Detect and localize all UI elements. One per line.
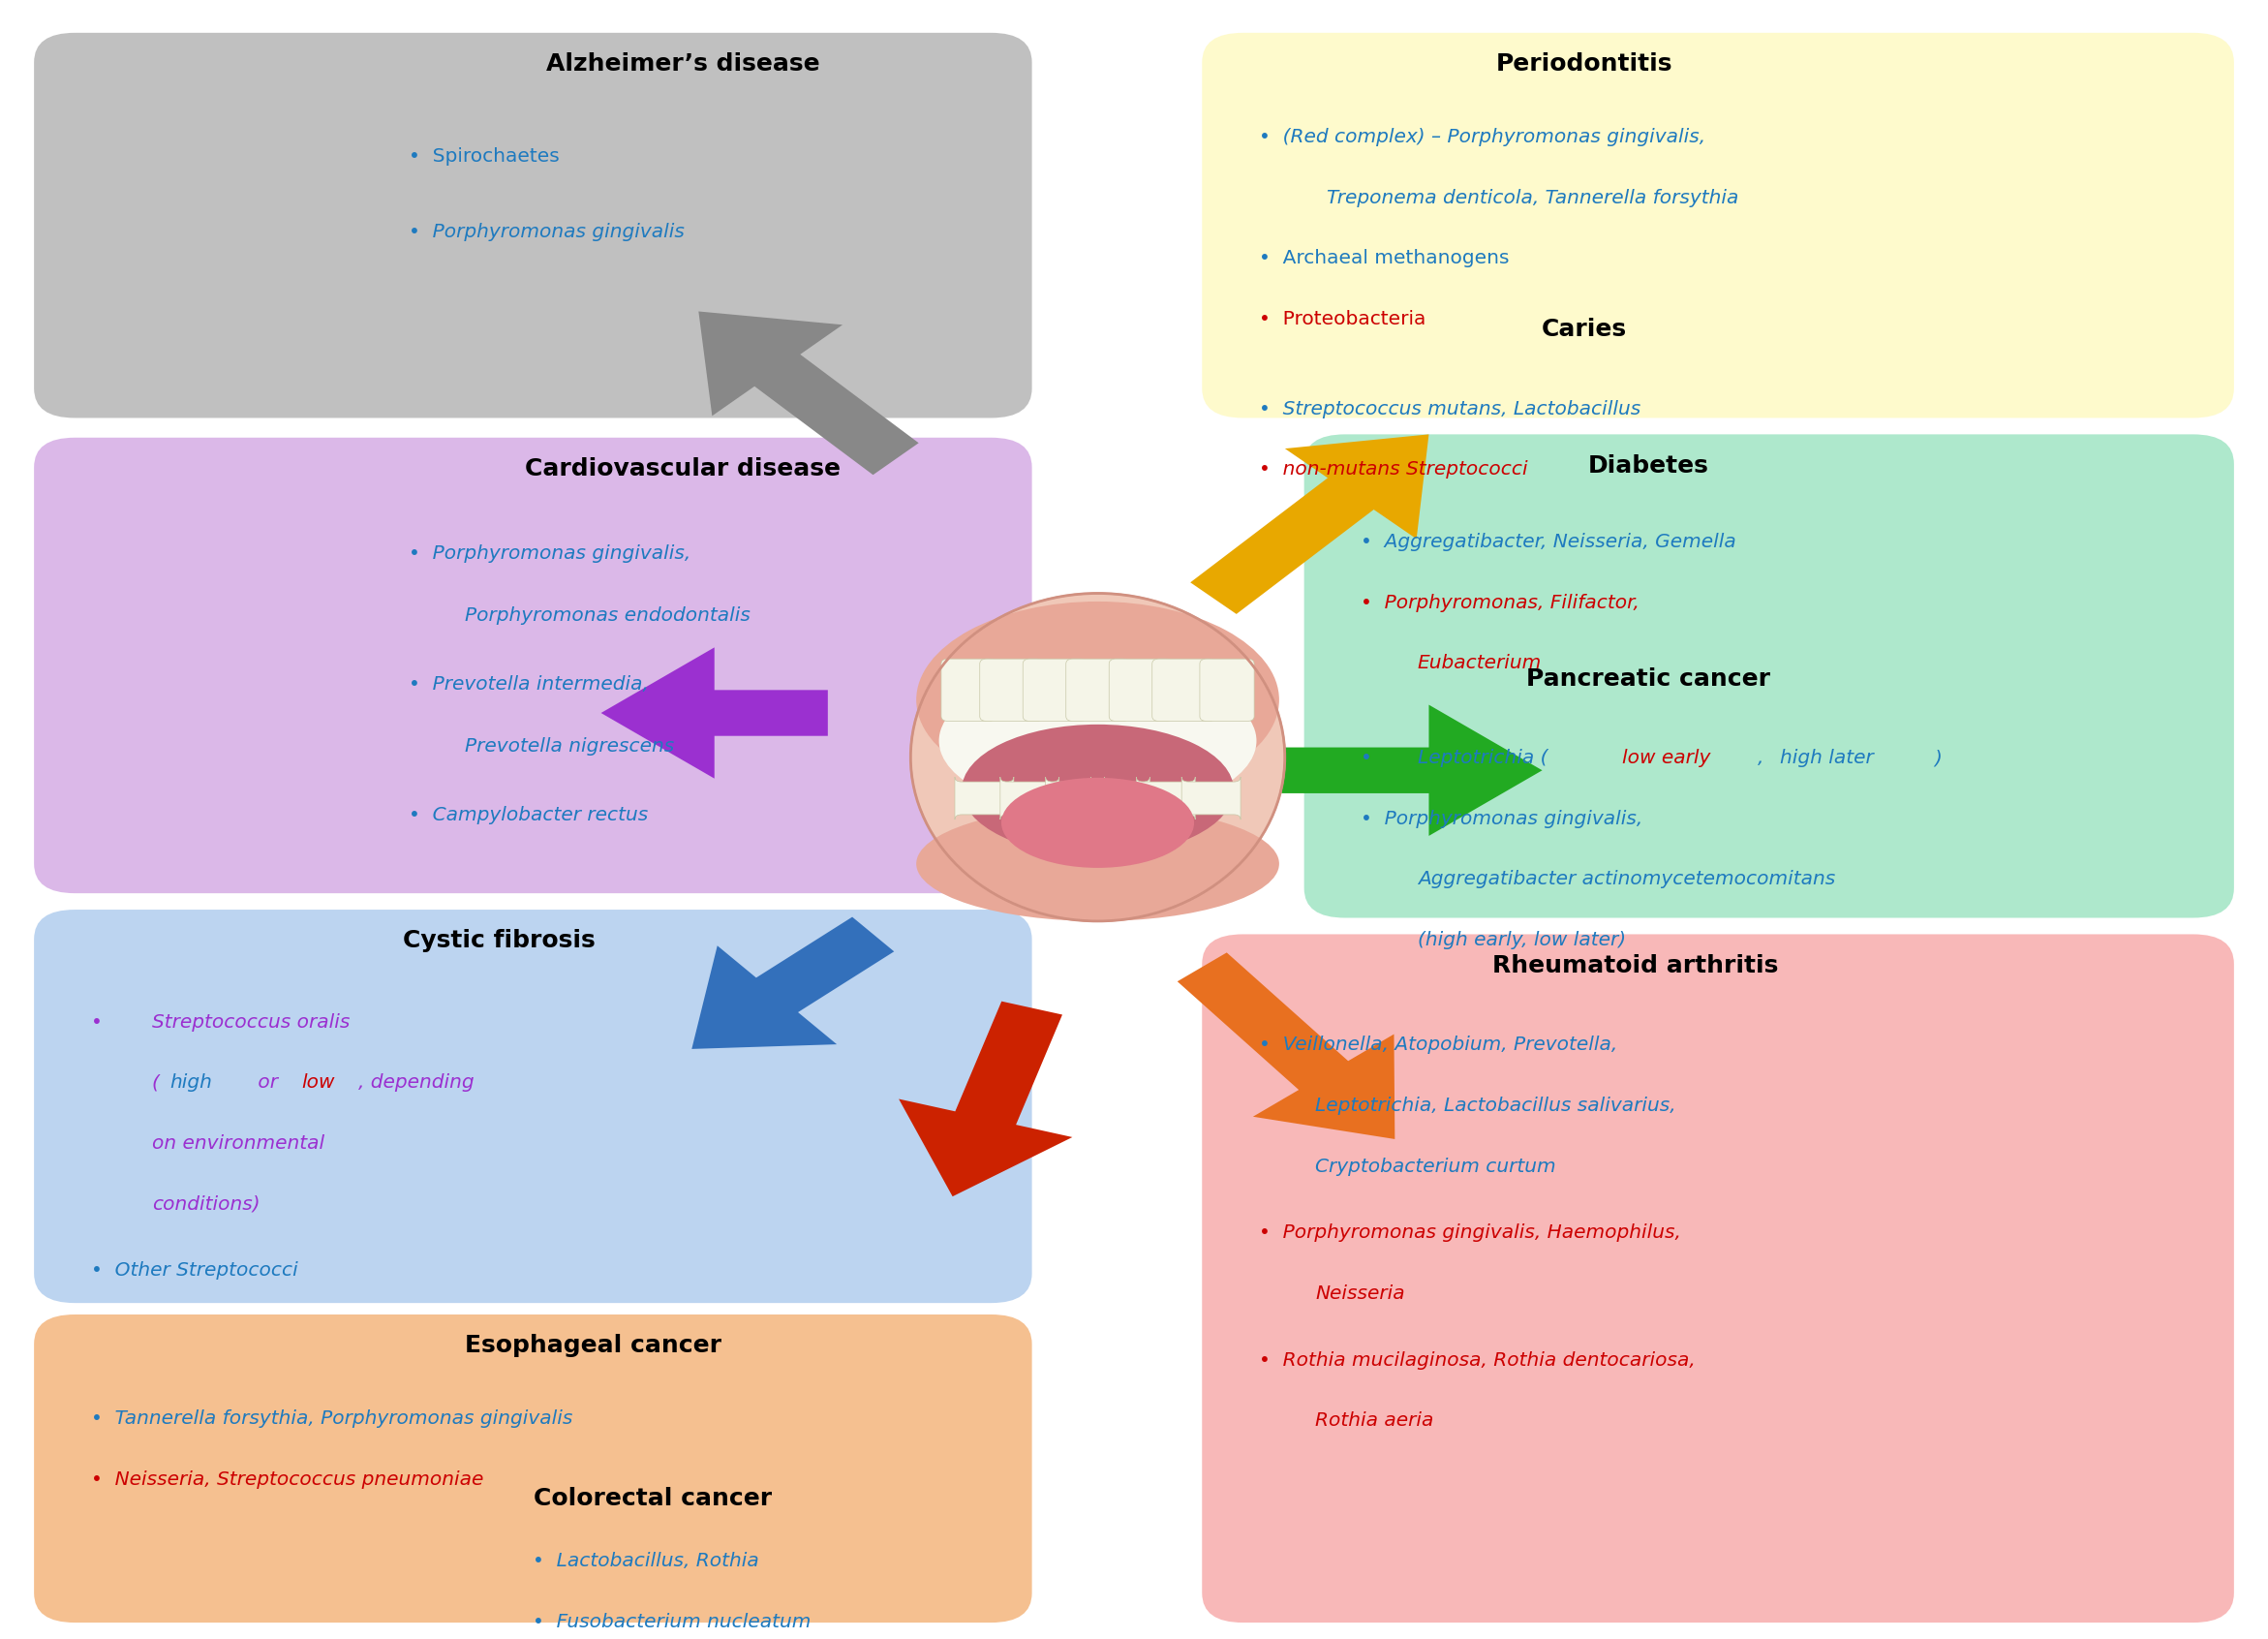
Text: •  Neisseria, Streptococcus pneumoniae: • Neisseria, Streptococcus pneumoniae	[91, 1470, 483, 1488]
FancyBboxPatch shape	[1000, 777, 1059, 820]
Text: Aggregatibacter actinomycetemocomitans: Aggregatibacter actinomycetemocomitans	[1418, 870, 1835, 888]
Text: Neisseria: Neisseria	[1315, 1285, 1406, 1303]
Text: ): )	[1935, 749, 1941, 767]
Text: •  Prevotella intermedia,: • Prevotella intermedia,	[408, 675, 649, 693]
Text: Porphyromonas endodontalis: Porphyromonas endodontalis	[465, 606, 751, 624]
Text: Diabetes: Diabetes	[1588, 454, 1708, 477]
Text: Cystic fibrosis: Cystic fibrosis	[404, 929, 596, 952]
Text: •  non-mutans Streptococci: • non-mutans Streptococci	[1259, 461, 1529, 479]
Text: Streptococcus oralis: Streptococcus oralis	[152, 1013, 349, 1031]
FancyBboxPatch shape	[34, 910, 1032, 1303]
Polygon shape	[692, 916, 894, 1049]
Text: •: •	[1361, 749, 1386, 767]
Text: •  Spirochaetes: • Spirochaetes	[408, 148, 560, 166]
Text: Caries: Caries	[1542, 318, 1626, 341]
Text: •  Porphyromonas gingivalis, Haemophilus,: • Porphyromonas gingivalis, Haemophilus,	[1259, 1224, 1681, 1242]
Text: Leptotrichia (: Leptotrichia (	[1418, 749, 1547, 767]
Text: •  Tannerella forsythia, Porphyromonas gingivalis: • Tannerella forsythia, Porphyromonas gi…	[91, 1410, 572, 1428]
Text: •  Campylobacter rectus: • Campylobacter rectus	[408, 806, 649, 824]
Text: Rothia aeria: Rothia aeria	[1315, 1411, 1433, 1431]
FancyBboxPatch shape	[980, 659, 1043, 721]
Text: Leptotrichia, Lactobacillus salivarius,: Leptotrichia, Lactobacillus salivarius,	[1315, 1096, 1676, 1115]
Text: , depending: , depending	[358, 1074, 474, 1092]
Polygon shape	[1191, 434, 1429, 615]
FancyBboxPatch shape	[34, 33, 1032, 418]
Text: high later: high later	[1780, 749, 1873, 767]
FancyBboxPatch shape	[1202, 33, 2234, 418]
Text: or: or	[252, 1074, 284, 1092]
FancyBboxPatch shape	[1109, 659, 1173, 721]
Polygon shape	[1177, 952, 1395, 1139]
Text: high: high	[170, 1074, 213, 1092]
Text: (: (	[152, 1074, 159, 1092]
FancyBboxPatch shape	[1046, 777, 1105, 820]
Polygon shape	[699, 311, 919, 475]
FancyBboxPatch shape	[34, 1314, 1032, 1623]
Text: •  Porphyromonas gingivalis,: • Porphyromonas gingivalis,	[1361, 810, 1642, 828]
Text: on environmental: on environmental	[152, 1134, 324, 1152]
Ellipse shape	[916, 602, 1279, 798]
FancyBboxPatch shape	[955, 777, 1014, 820]
Text: •  Streptococcus mutans, Lactobacillus: • Streptococcus mutans, Lactobacillus	[1259, 400, 1640, 418]
Text: Eubacterium: Eubacterium	[1418, 654, 1542, 672]
Text: •  Lactobacillus, Rothia: • Lactobacillus, Rothia	[533, 1552, 760, 1570]
Text: conditions): conditions)	[152, 1195, 261, 1213]
Text: •  Fusobacterium nucleatum: • Fusobacterium nucleatum	[533, 1613, 812, 1631]
Text: Rheumatoid arthritis: Rheumatoid arthritis	[1492, 954, 1778, 977]
FancyBboxPatch shape	[1066, 659, 1129, 721]
FancyBboxPatch shape	[34, 438, 1032, 893]
FancyBboxPatch shape	[941, 659, 996, 721]
Ellipse shape	[916, 806, 1279, 921]
FancyBboxPatch shape	[1023, 659, 1086, 721]
Text: •  Rothia mucilaginosa, Rothia dentocariosa,: • Rothia mucilaginosa, Rothia dentocario…	[1259, 1351, 1694, 1370]
FancyBboxPatch shape	[1152, 659, 1216, 721]
Text: Esophageal cancer: Esophageal cancer	[465, 1334, 721, 1357]
Text: •  Porphyromonas gingivalis,: • Porphyromonas gingivalis,	[408, 544, 689, 562]
Text: Pancreatic cancer: Pancreatic cancer	[1526, 667, 1771, 690]
Text: •  Archaeal methanogens: • Archaeal methanogens	[1259, 249, 1508, 267]
Text: low: low	[302, 1074, 336, 1092]
Text: •  Proteobacteria: • Proteobacteria	[1259, 310, 1427, 328]
Text: Treponema denticola, Tannerella forsythia: Treponema denticola, Tannerella forsythi…	[1327, 188, 1740, 207]
Text: •  Other Streptococci: • Other Streptococci	[91, 1262, 297, 1280]
Ellipse shape	[962, 724, 1234, 856]
Text: Alzheimer’s disease: Alzheimer’s disease	[547, 52, 819, 75]
Polygon shape	[1281, 705, 1542, 836]
Text: Cardiovascular disease: Cardiovascular disease	[524, 457, 841, 480]
Text: Prevotella nigrescens: Prevotella nigrescens	[465, 738, 674, 756]
Text: (high early, low later): (high early, low later)	[1418, 931, 1626, 949]
Polygon shape	[601, 647, 828, 779]
Text: •  Aggregatibacter, Neisseria, Gemella: • Aggregatibacter, Neisseria, Gemella	[1361, 533, 1737, 551]
Ellipse shape	[1000, 779, 1195, 869]
Ellipse shape	[909, 593, 1284, 921]
Text: •  Porphyromonas, Filifactor,: • Porphyromonas, Filifactor,	[1361, 593, 1640, 611]
Text: low early: low early	[1622, 749, 1710, 767]
FancyBboxPatch shape	[1200, 659, 1254, 721]
FancyBboxPatch shape	[1136, 777, 1195, 820]
Text: •  Veillonella, Atopobium, Prevotella,: • Veillonella, Atopobium, Prevotella,	[1259, 1036, 1617, 1054]
Text: •: •	[91, 1013, 116, 1031]
Ellipse shape	[939, 667, 1256, 815]
FancyBboxPatch shape	[1182, 777, 1241, 820]
Text: •  Porphyromonas gingivalis: • Porphyromonas gingivalis	[408, 223, 685, 241]
FancyBboxPatch shape	[1091, 777, 1150, 820]
Text: Colorectal cancer: Colorectal cancer	[533, 1487, 771, 1510]
Text: •  (Red complex) – Porphyromonas gingivalis,: • (Red complex) – Porphyromonas gingival…	[1259, 128, 1706, 146]
Text: Periodontitis: Periodontitis	[1495, 52, 1672, 75]
FancyBboxPatch shape	[1304, 434, 2234, 918]
Text: ,: ,	[1758, 749, 1769, 767]
Polygon shape	[898, 1001, 1073, 1196]
Text: Cryptobacterium curtum: Cryptobacterium curtum	[1315, 1157, 1556, 1175]
FancyBboxPatch shape	[1202, 934, 2234, 1623]
